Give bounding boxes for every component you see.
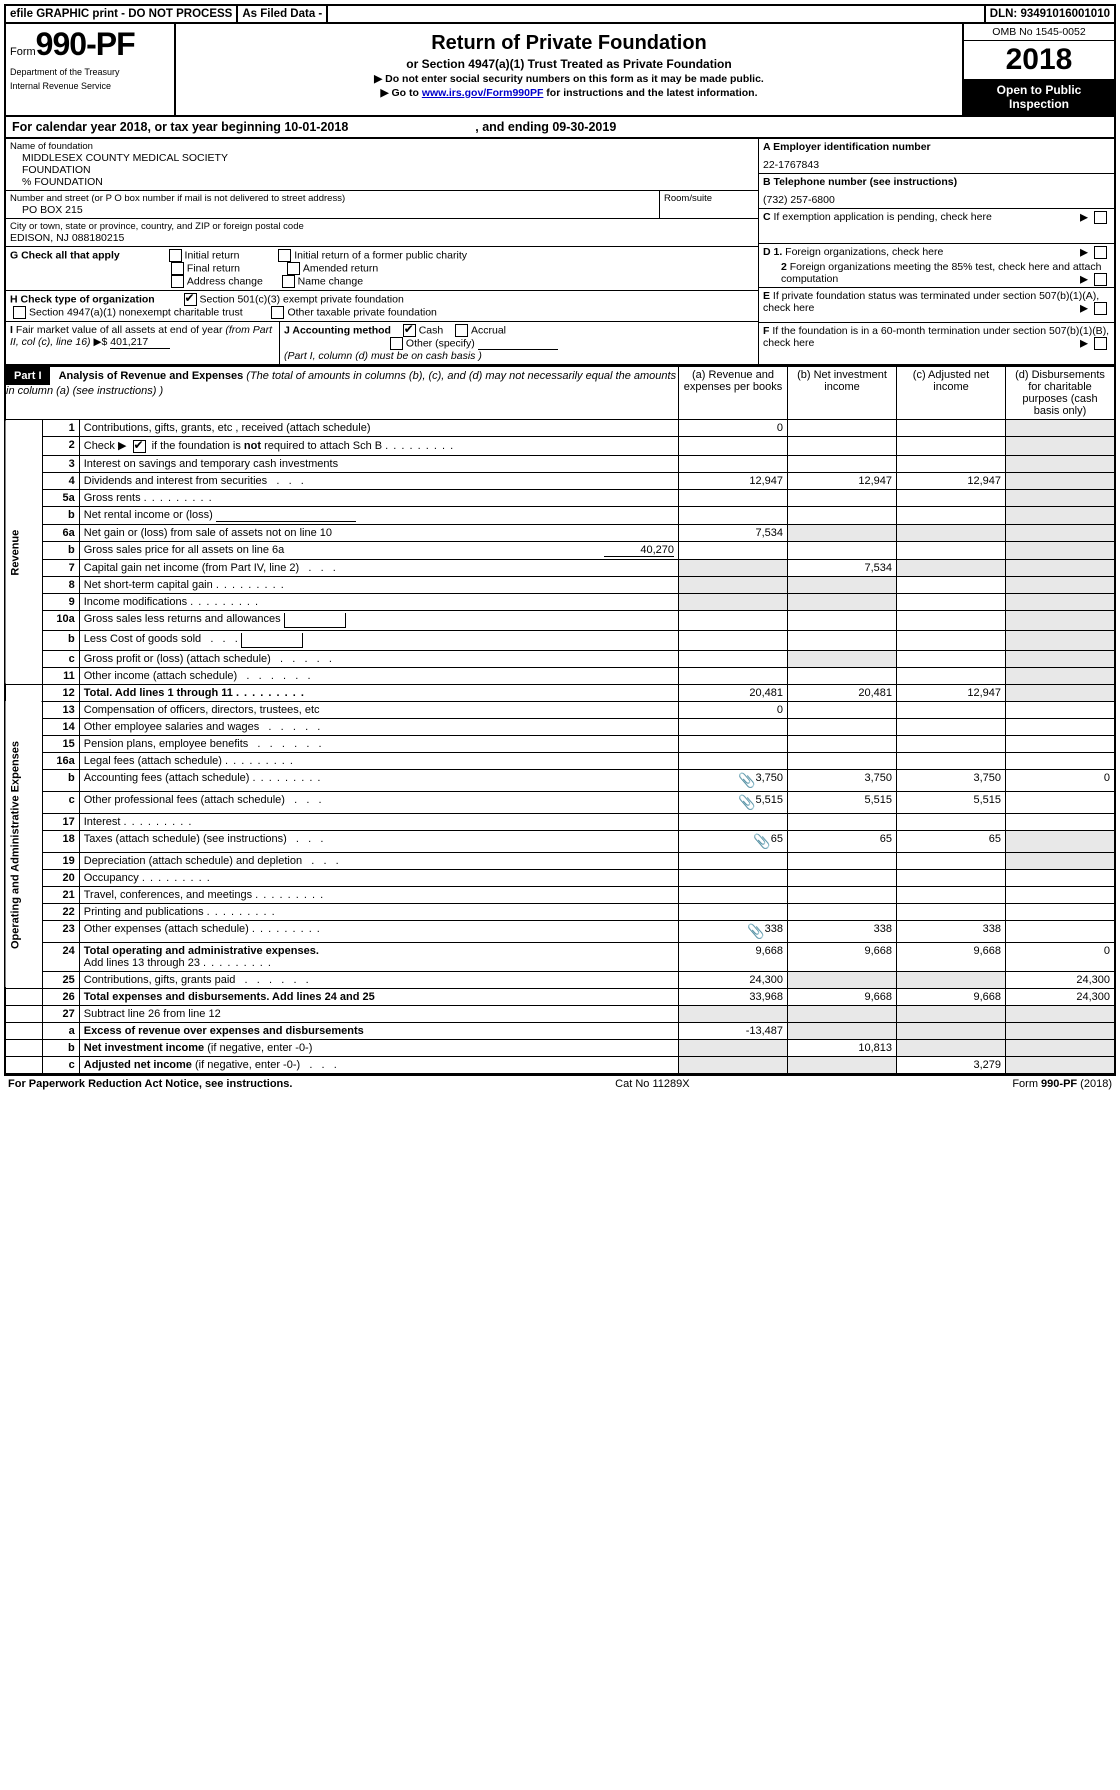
efile-label: efile GRAPHIC print - DO NOT PROCESS (6, 6, 238, 22)
irs-link[interactable]: www.irs.gov/Form990PF (422, 87, 544, 99)
d-block: D 1. Foreign organizations, check here ▶… (759, 244, 1114, 288)
dept-irs: Internal Revenue Service (10, 81, 170, 91)
dept-treasury: Department of the Treasury (10, 67, 170, 77)
e-block: E If private foundation status was termi… (759, 288, 1114, 323)
tax-year: 2018 (964, 41, 1114, 79)
asfiled-label: As Filed Data - (238, 6, 328, 22)
checkbox-initial-return[interactable] (169, 249, 182, 262)
form-note2: ▶ Go to www.irs.gov/Form990PF for instru… (180, 87, 958, 99)
paperclip-icon[interactable]: 📎 (737, 794, 755, 811)
col-b-header: (b) Net investment income (788, 367, 897, 420)
part1-label: Part I (6, 367, 50, 385)
dln-label: DLN: 93491016001010 (986, 6, 1114, 22)
checkbox-name-change[interactable] (282, 275, 295, 288)
footer-right: Form 990-PF (2018) (1012, 1078, 1112, 1090)
i-j-row: I Fair market value of all assets at end… (6, 322, 758, 364)
revenue-side-label: Revenue (5, 420, 42, 685)
checkbox-schb[interactable] (133, 440, 146, 453)
form-word: Form (10, 46, 36, 58)
checkbox-501c3[interactable] (184, 293, 197, 306)
col-d-header: (d) Disbursements for charitable purpose… (1006, 367, 1116, 420)
col-a-header: (a) Revenue and expenses per books (679, 367, 788, 420)
h-row: H Check type of organization Section 501… (6, 291, 758, 322)
form-subtitle: or Section 4947(a)(1) Trust Treated as P… (180, 57, 958, 71)
footer: For Paperwork Reduction Act Notice, see … (4, 1075, 1116, 1092)
top-bar: efile GRAPHIC print - DO NOT PROCESS As … (4, 4, 1116, 24)
form-header: Form 990-PF Department of the Treasury I… (4, 24, 1116, 117)
topbar-spacer (328, 6, 986, 22)
paperclip-icon[interactable]: 📎 (737, 772, 755, 789)
expenses-side-label: Operating and Administrative Expenses (5, 701, 42, 988)
form-note1: ▶ Do not enter social security numbers o… (180, 73, 958, 85)
header-left: Form 990-PF Department of the Treasury I… (6, 24, 176, 115)
checkbox-other-method[interactable] (390, 337, 403, 350)
g-row: G Check all that apply Initial return In… (6, 247, 758, 291)
form-number: 990-PF (36, 26, 135, 63)
address-row: Number and street (or P O box number if … (6, 191, 758, 219)
part1-table: Part I Analysis of Revenue and Expenses … (4, 366, 1116, 1075)
city-row: City or town, state or province, country… (6, 219, 758, 247)
checkbox-initial-former[interactable] (278, 249, 291, 262)
footer-left: For Paperwork Reduction Act Notice, see … (8, 1078, 292, 1090)
header-center: Return of Private Foundation or Section … (176, 24, 962, 115)
open-inspection: Open to Public Inspection (964, 79, 1114, 115)
form-title: Return of Private Foundation (180, 32, 958, 55)
checkbox-amended[interactable] (287, 262, 300, 275)
ein-block: A Employer identification number 22-1767… (759, 139, 1114, 174)
calendar-year-row: For calendar year 2018, or tax year begi… (4, 117, 1116, 139)
footer-mid: Cat No 11289X (615, 1078, 689, 1090)
checkbox-final-return[interactable] (171, 262, 184, 275)
paperclip-icon[interactable]: 📎 (753, 833, 771, 850)
checkbox-d2[interactable] (1094, 273, 1107, 286)
checkbox-d1[interactable] (1094, 246, 1107, 259)
name-block: Name of foundation MIDDLESEX COUNTY MEDI… (6, 139, 758, 191)
checkbox-c[interactable] (1094, 211, 1107, 224)
col-c-header: (c) Adjusted net income (897, 367, 1006, 420)
phone-block: B Telephone number (see instructions) (7… (759, 174, 1114, 209)
fmv-value: 401,217 (110, 336, 170, 349)
f-block: F If the foundation is in a 60-month ter… (759, 323, 1114, 357)
checkbox-other-taxable[interactable] (271, 306, 284, 319)
omb-number: OMB No 1545-0052 (964, 24, 1114, 41)
checkbox-cash[interactable] (403, 324, 416, 337)
checkbox-4947[interactable] (13, 306, 26, 319)
checkbox-e[interactable] (1094, 302, 1107, 315)
filer-info: Name of foundation MIDDLESEX COUNTY MEDI… (4, 139, 1116, 366)
checkbox-f[interactable] (1094, 337, 1107, 350)
header-right: OMB No 1545-0052 2018 Open to Public Ins… (962, 24, 1114, 115)
c-block: C If exemption application is pending, c… (759, 209, 1114, 244)
checkbox-accrual[interactable] (455, 324, 468, 337)
paperclip-icon[interactable]: 📎 (747, 923, 765, 940)
checkbox-address-change[interactable] (171, 275, 184, 288)
